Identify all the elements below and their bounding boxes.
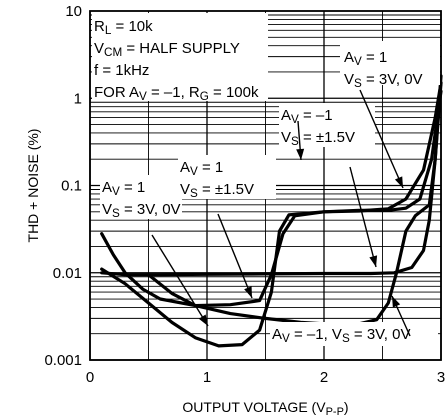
- series-line: [146, 74, 443, 326]
- x-axis-label: OUTPUT VOLTAGE (VP-P): [182, 399, 348, 418]
- series-line: [100, 89, 443, 308]
- x-tick-label: 1: [203, 369, 211, 386]
- series-label-background: [270, 322, 438, 346]
- y-axis-label: THD + NOISE (%): [25, 129, 41, 243]
- series-label: AV = 1: [344, 49, 387, 68]
- series-label: AV = –1: [281, 107, 333, 126]
- condition-line: RL = 10k: [94, 18, 153, 37]
- callout-arrow-head: [198, 314, 208, 326]
- x-tick-label: 0: [86, 369, 94, 386]
- callout-arrow-line: [151, 234, 209, 327]
- condition-line: FOR AV = –1, RG = 100k: [94, 84, 259, 103]
- callout-arrow-head: [369, 255, 378, 267]
- y-tick-label: 0.001: [44, 352, 82, 369]
- conditions-background: [92, 13, 268, 101]
- y-tick-label: 10: [65, 3, 82, 20]
- series-label-background: [279, 103, 375, 147]
- condition-line: VCM = HALF SUPPLY: [94, 40, 240, 59]
- series-line: [100, 81, 443, 277]
- y-tick-label: 0.01: [53, 265, 82, 282]
- callout-arrow-line: [349, 166, 377, 268]
- series-label: VS = 3V, 0V: [344, 71, 423, 90]
- series-label: AV = 1: [180, 159, 223, 178]
- plot-frame: [89, 10, 442, 361]
- y-tick-label: 1: [74, 90, 82, 107]
- callout-arrow-head: [392, 296, 401, 308]
- series-label-background: [340, 41, 440, 85]
- series-label: AV = –1, VS = 3V, 0V: [272, 326, 410, 345]
- series-label-background: [178, 155, 276, 199]
- callout-arrow-head: [394, 176, 403, 188]
- condition-line: f = 1kHz: [94, 62, 149, 79]
- x-tick-label: 2: [320, 369, 328, 386]
- series-label-background: [100, 175, 182, 219]
- series-label: VS = ±1.5V: [281, 129, 355, 148]
- callout-arrow-head: [244, 286, 252, 298]
- callout-arrow-line: [217, 213, 253, 299]
- y-tick-label: 0.1: [61, 178, 82, 195]
- callout-arrow-head: [296, 148, 305, 160]
- series-label: VS = ±1.5V: [180, 181, 254, 200]
- callout-arrow-line: [359, 89, 404, 189]
- series-label: AV = 1: [102, 179, 145, 198]
- x-tick-label: 3: [437, 369, 445, 386]
- series-label: VS = 3V, 0V: [102, 201, 181, 220]
